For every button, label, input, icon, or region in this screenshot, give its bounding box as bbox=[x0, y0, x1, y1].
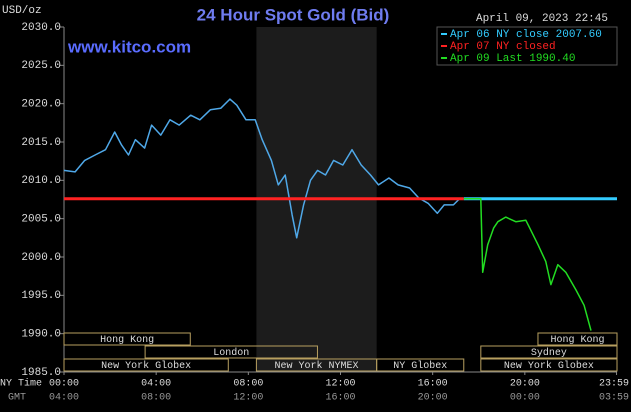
y-tick-label: 2025.0 bbox=[21, 60, 61, 72]
x-tick-label: 04:00 bbox=[141, 379, 171, 390]
x2-tick-label: 12:00 bbox=[233, 393, 263, 404]
x-tick-label: 08:00 bbox=[233, 379, 263, 390]
legend-label: Apr 06 NY close 2007.60 bbox=[450, 29, 602, 41]
y-tick-label: 2005.0 bbox=[21, 214, 61, 226]
session-label: Hong Kong bbox=[100, 335, 154, 346]
session-label: Hong Kong bbox=[550, 335, 604, 346]
y-tick-label: 2010.0 bbox=[21, 175, 61, 187]
legend-box bbox=[436, 26, 618, 66]
x-axis-label: NY Time bbox=[0, 378, 42, 390]
session-label: NY Globex bbox=[393, 360, 447, 372]
x2-tick-label: 03:59 bbox=[599, 393, 629, 404]
x2-tick-label: 20:00 bbox=[418, 393, 448, 404]
session-bar bbox=[63, 332, 191, 346]
session-bar bbox=[63, 358, 229, 372]
session-label: New York Globex bbox=[504, 360, 594, 372]
session-bar bbox=[480, 345, 618, 359]
site-label: www.kitco.com bbox=[67, 37, 191, 56]
session-bar bbox=[537, 332, 618, 346]
session-bar bbox=[144, 345, 318, 359]
x2-tick-label: 00:00 bbox=[510, 393, 540, 404]
session-label: London bbox=[213, 347, 249, 359]
y-tick-label: 1990.0 bbox=[21, 329, 61, 341]
x2-tick-label: 04:00 bbox=[49, 393, 79, 404]
session-label: Sydney bbox=[531, 347, 567, 359]
session-bar bbox=[376, 358, 465, 372]
date-label: April 09, 2023 22:45 bbox=[476, 13, 608, 25]
x-tick-label: 23:59 bbox=[599, 379, 629, 390]
y-tick-label: 2015.0 bbox=[21, 137, 61, 149]
unit-label: USD/oz bbox=[2, 5, 42, 17]
legend-label: Apr 07 NY closed bbox=[450, 41, 556, 53]
price-line bbox=[63, 98, 461, 239]
session-label: New York Globex bbox=[101, 360, 191, 372]
y-tick-label: 2020.0 bbox=[21, 99, 61, 111]
y-tick-label: 1995.0 bbox=[21, 290, 61, 302]
session-bar bbox=[480, 358, 618, 372]
x-tick-label: 00:00 bbox=[49, 379, 79, 390]
series-line bbox=[463, 197, 592, 331]
chart-title: 24 Hour Spot Gold (Bid) bbox=[197, 5, 390, 24]
y-tick-label: 1985.0 bbox=[21, 367, 61, 379]
x-tick-label: 16:00 bbox=[418, 379, 448, 390]
legend-label: Apr 09 Last 1990.40 bbox=[450, 53, 575, 65]
x2-tick-label: 08:00 bbox=[141, 393, 171, 404]
y-tick-label: 2030.0 bbox=[21, 22, 61, 34]
session-label: New York NYMEX bbox=[275, 360, 359, 372]
y-tick-label: 2000.0 bbox=[21, 252, 61, 264]
x-tick-label: 20:00 bbox=[510, 379, 540, 390]
x2-axis-label: GMT bbox=[8, 393, 26, 404]
plot-area: Hong Kong London New York Globex New York N… bbox=[60, 26, 618, 375]
x2-tick-label: 16:00 bbox=[325, 393, 355, 404]
x-tick-label: 12:00 bbox=[325, 379, 355, 390]
